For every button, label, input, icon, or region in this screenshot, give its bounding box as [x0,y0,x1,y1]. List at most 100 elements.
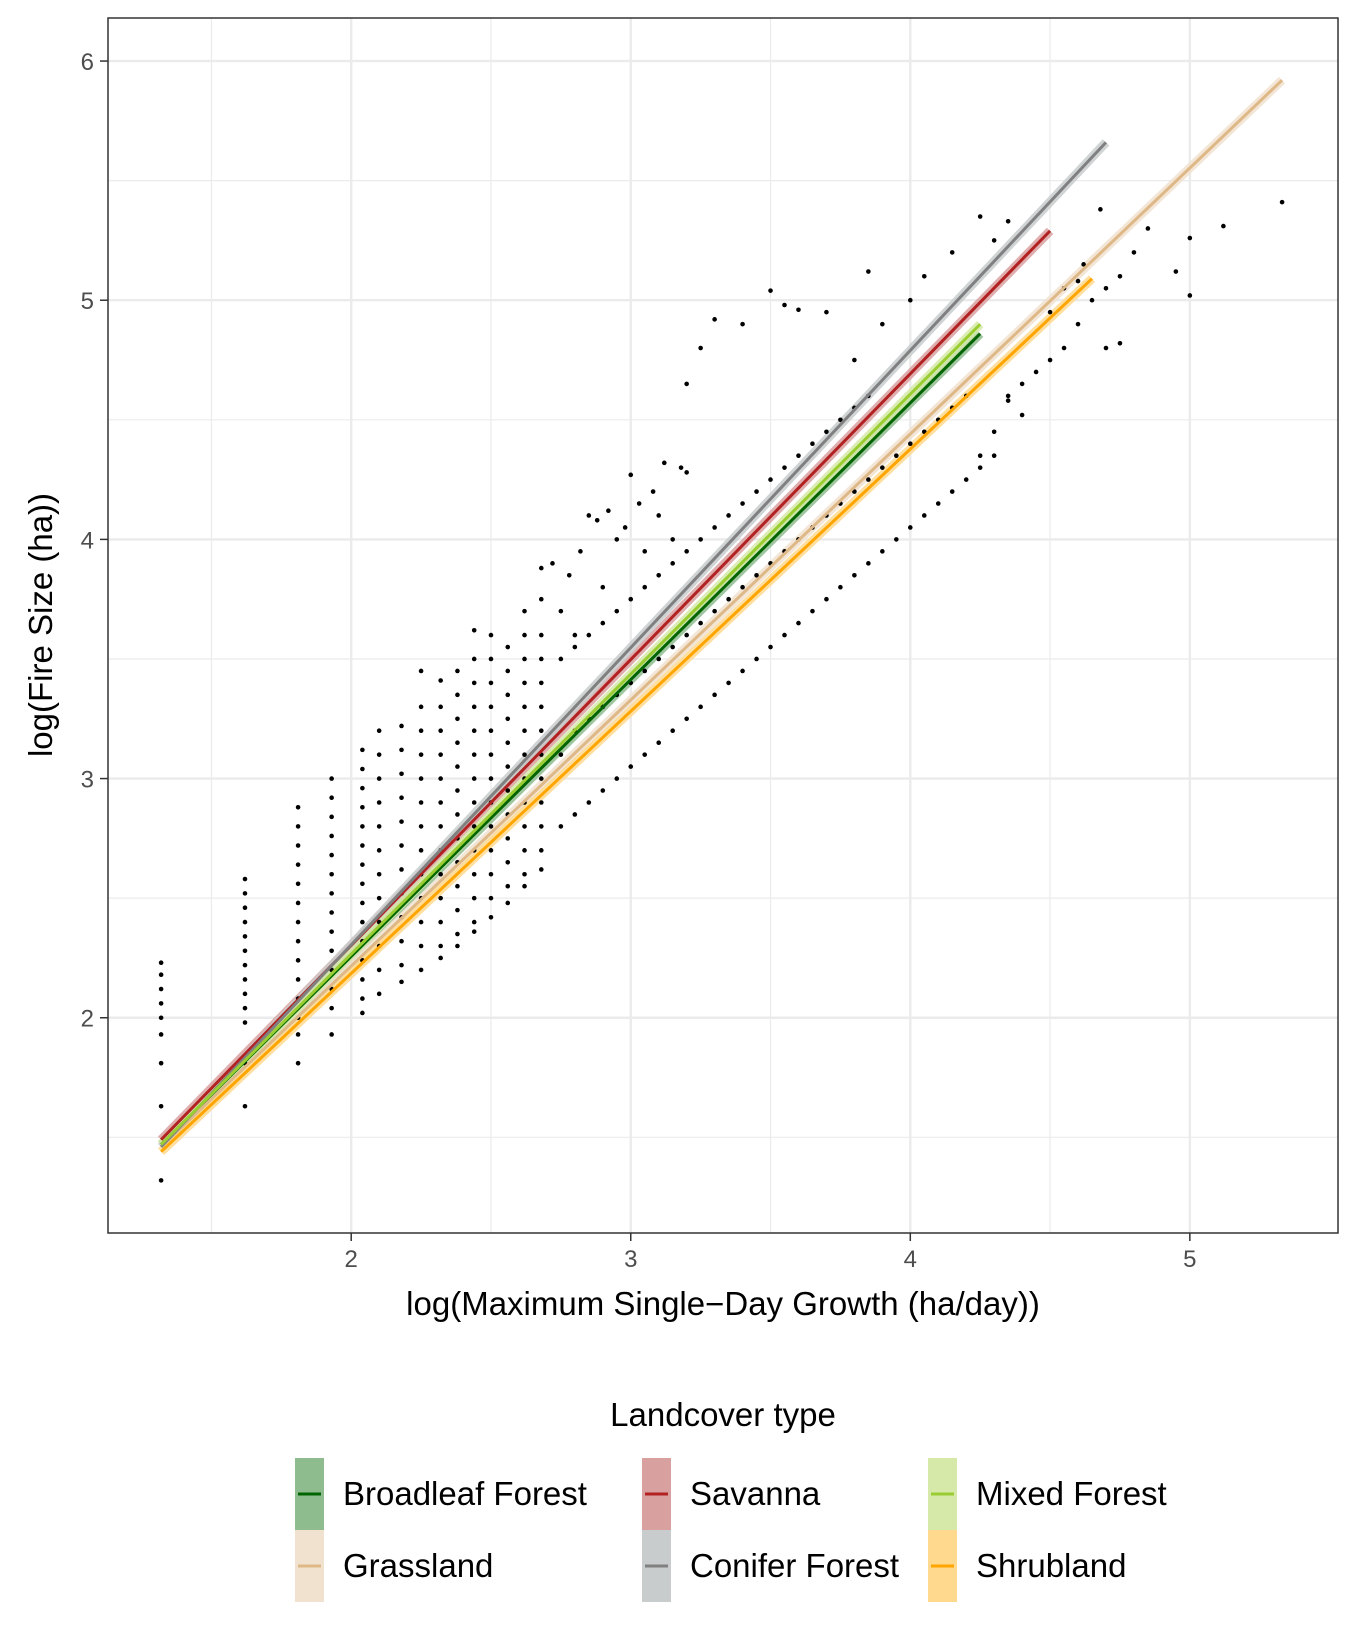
data-point [782,302,787,308]
legend-item: Mixed Forest [928,1458,1167,1530]
legend-label: Savanna [690,1475,821,1512]
data-point [594,517,600,523]
data-point [921,274,927,279]
data-point [471,824,477,829]
data-point [399,979,404,985]
data-point [768,644,773,650]
data-point [522,752,527,757]
data-point [360,747,365,753]
data-point [1279,199,1285,205]
data-point [866,561,871,566]
data-point [838,417,843,423]
data-point [360,996,365,1001]
data-point [538,800,544,805]
data-point [505,859,511,865]
data-point [1089,297,1095,303]
data-point [488,704,494,710]
data-point [360,843,365,848]
data-point [684,716,689,722]
data-point [740,321,745,327]
data-point [538,824,544,829]
legend-label: Conifer Forest [690,1547,899,1584]
data-point [586,800,592,805]
data-point [606,508,611,513]
data-point [963,477,969,482]
data-point [242,891,248,896]
y-tick-label: 2 [81,1006,94,1033]
data-point [329,814,334,820]
data-point [376,895,382,901]
data-point [1075,278,1081,284]
data-point [1187,235,1193,241]
data-point [455,668,460,674]
data-point [628,472,634,478]
data-point [438,678,443,683]
data-point [295,1060,301,1066]
data-point [642,752,648,757]
data-point [418,668,424,674]
data-point [329,833,334,839]
data-point [158,1001,164,1006]
data-point [600,788,606,793]
data-point [578,549,583,554]
data-point [698,345,703,351]
data-point [1081,262,1086,267]
data-point [295,881,301,887]
data-point [880,465,885,470]
data-point [768,288,773,293]
data-point [538,704,544,710]
data-point [295,862,301,867]
data-point [438,943,443,949]
data-point [866,477,871,482]
data-point [488,871,494,877]
data-point [158,1015,164,1021]
data-point [418,943,424,949]
data-point [471,800,477,805]
data-point [558,608,564,614]
data-point [505,764,511,769]
data-point [1187,293,1193,298]
data-point [505,668,511,674]
data-point [455,764,460,769]
data-point [242,962,248,968]
data-point [740,501,745,506]
data-point [295,977,301,982]
data-point [614,776,620,781]
data-point [796,307,801,313]
data-point [522,608,527,614]
data-point [295,958,301,963]
data-point [921,513,927,518]
data-point [852,357,857,363]
data-point [712,608,717,614]
data-point [329,1032,334,1037]
data-point [471,871,477,877]
data-point [810,608,815,614]
data-point [399,843,404,848]
data-point [538,776,544,781]
data-point [1061,345,1067,351]
data-point [558,656,564,662]
x-axis-title: log(Maximum Single−Day Growth (ha/day)) [406,1285,1040,1322]
data-point [399,795,404,801]
data-point [418,967,424,973]
legend-label: Broadleaf Forest [343,1475,587,1512]
data-point [438,871,443,877]
data-point [880,321,885,327]
data-point [329,891,334,896]
major-grid [108,18,1338,1233]
legend-label: Shrubland [976,1547,1126,1584]
data-point [376,752,382,757]
data-point [656,740,662,745]
data-point [295,919,301,925]
data-point [558,824,564,829]
data-point [376,728,382,734]
data-point [796,620,801,626]
data-point [455,740,460,745]
data-point [418,728,424,734]
data-point [656,656,662,662]
data-point [684,632,689,638]
data-point [438,704,443,710]
data-point [360,900,365,906]
data-point [242,1020,248,1025]
data-point [852,572,857,578]
